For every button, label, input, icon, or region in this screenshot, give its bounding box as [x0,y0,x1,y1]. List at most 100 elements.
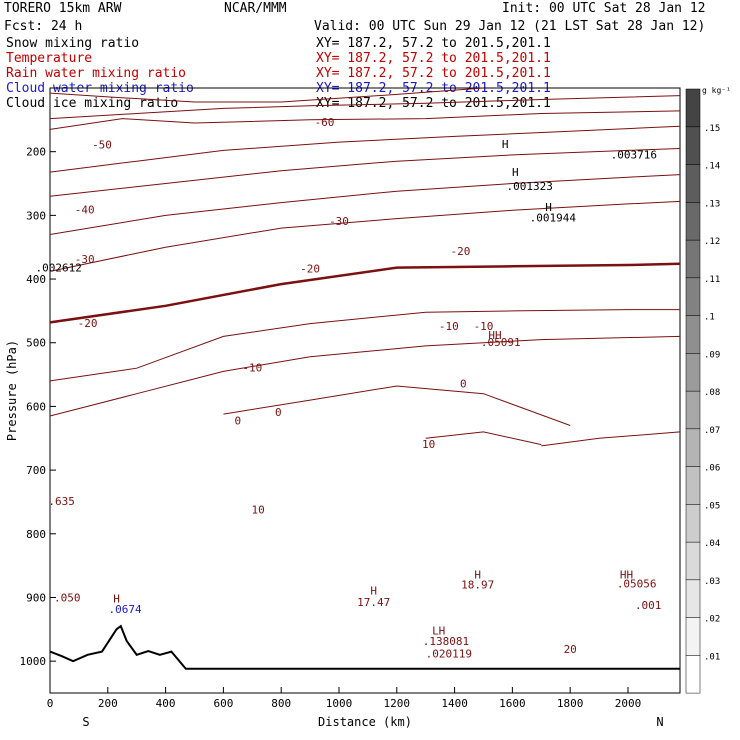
colorbar-segment [685,541,701,581]
contour-label: -40 [75,204,95,217]
contour-label: 17.47 [357,596,390,609]
contour-label: LH [432,624,445,637]
colorbar-unit: g kg⁻¹ [702,86,731,95]
colorbar-segment [685,126,701,165]
temperature-contour [49,262,681,324]
init-time: Init: 00 UTC Sat 28 Jan 12 [502,1,706,16]
y-tick-label: 600 [26,400,46,413]
temperature-contour [49,95,681,120]
temperature-contour [49,110,681,130]
y-tick-label: 200 [26,146,46,159]
colorbar-segment [685,88,701,128]
contour-label: 10 [422,438,435,451]
y-tick-label: 400 [26,273,46,286]
field-coords: XY= 187.2, 57.2 to 201.5,201.1 [316,36,551,51]
colorbar-tick-label: .04 [704,539,720,549]
y-axis-label: Pressure (hPa) [5,340,19,441]
temperature-contour [49,309,680,382]
y-tick-label: 1000 [20,655,47,668]
colorbar-segment [685,617,701,656]
colorbar-tick-label: .02 [704,615,720,625]
x-tick-label: 1600 [499,697,526,710]
x-tick-label: 0 [47,697,54,710]
contour-label: -30 [75,253,95,266]
temperature-contour [49,87,484,103]
temperature-contour [49,335,681,417]
colorbar-tick-label: .05 [704,501,720,511]
x-tick-label: 1000 [326,697,353,710]
colorbar-segment [685,655,701,694]
field-name: Temperature [6,51,93,66]
south-end-label: S [82,715,89,729]
contour-label: 0 [275,406,282,419]
colorbar-tick-label: .09 [704,350,720,360]
contour-label: 0 [460,377,467,390]
terrain-line [49,624,680,670]
colorbar-segment [685,466,701,505]
x-tick-label: 200 [98,697,118,710]
temperature-contour [49,125,681,173]
contour-label: -20 [300,263,320,276]
contour-label: H [512,166,519,179]
contour-label: -20 [78,317,98,330]
temperature-contour [49,148,681,197]
field-name: Rain water mixing ratio [6,66,187,81]
y-tick-label: 900 [26,591,46,604]
contour-label: .050 [54,591,81,604]
colorbar-tick-label: .03 [704,577,720,587]
temperature-contour [541,431,681,447]
contour-label: -50 [92,139,112,152]
temperature-contour [223,385,571,426]
colorbar-tick-label: .08 [704,388,720,398]
contour-label: HH [620,568,633,581]
colorbar-segment [685,504,701,543]
forecast-hour: Fcst: 24 h [4,19,83,34]
colorbar-tick-label: .11 [704,275,720,285]
field-coords: XY= 187.2, 57.2 to 201.5,201.1 [316,66,551,81]
colorbar-segment [685,202,701,241]
contour-label: .0674 [109,603,142,616]
colorbar-tick-label: .15 [704,124,720,134]
colorbar-tick-label: .14 [704,162,720,172]
valid-time: Valid: 00 UTC Sun 29 Jan 12 (21 LST Sat … [314,19,706,34]
field-coords: XY= 187.2, 57.2 to 201.5,201.1 [316,51,551,66]
contour-label: 20 [564,643,577,656]
contour-label: H [113,593,120,606]
x-tick-label: 2000 [615,697,642,710]
north-end-label: N [656,715,663,729]
y-tick-label: 500 [26,337,46,350]
y-tick-label: 700 [26,464,46,477]
contour-label: .020119 [426,647,472,660]
contour-label: .05091 [481,336,521,349]
x-tick-label: 1800 [557,697,584,710]
y-tick-label: 300 [26,209,46,222]
colorbar-tick-label: .07 [704,426,720,436]
x-tick-label: 400 [156,697,176,710]
field-name: Cloud ice mixing ratio [6,96,179,111]
contour-label: .138081 [423,635,469,648]
x-tick-label: 1400 [441,697,468,710]
contour-label: .635 [48,495,75,508]
x-tick-label: 600 [213,697,233,710]
contour-label: HH [488,329,501,342]
contour-label: -30 [329,215,349,228]
colorbar-segment [685,315,701,354]
contour-label: H [502,138,509,151]
contour-label: H [474,568,481,581]
center-name: NCAR/MMM [224,1,287,16]
plot-frame [49,87,681,694]
contour-label: .001 [635,599,662,612]
x-tick-label: 1200 [384,697,411,710]
colorbar-segment [685,164,701,203]
contour-label: H [545,201,552,214]
contour-label: .003716 [611,149,657,162]
contour-label: .05056 [617,577,657,590]
x-tick-label: 800 [271,697,291,710]
contour-label: -20 [450,245,470,258]
contour-label: 0 [234,414,241,427]
model-name: TORERO 15km ARW [4,1,122,16]
contour-label: -10 [474,320,494,333]
colorbar-segment [685,428,701,467]
colorbar-segment [685,579,701,618]
